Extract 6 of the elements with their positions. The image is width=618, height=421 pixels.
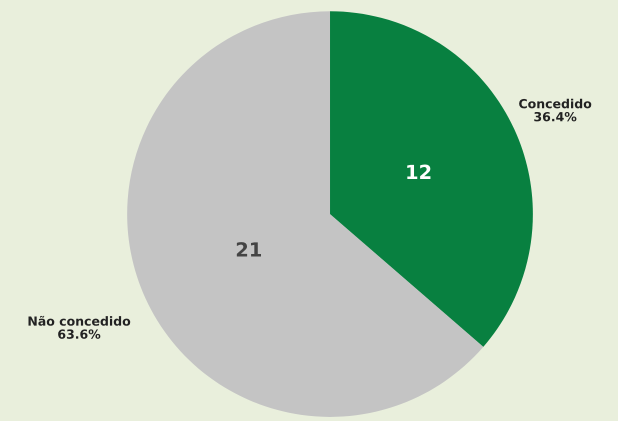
text: 36.4% bbox=[534, 112, 576, 122]
slice-label: Concedido bbox=[519, 98, 592, 108]
data-label: 21 bbox=[236, 242, 262, 257]
data-label: 12 bbox=[407, 164, 430, 179]
text: 63.6% bbox=[58, 329, 100, 339]
slice-label: Não concedido bbox=[28, 316, 130, 326]
